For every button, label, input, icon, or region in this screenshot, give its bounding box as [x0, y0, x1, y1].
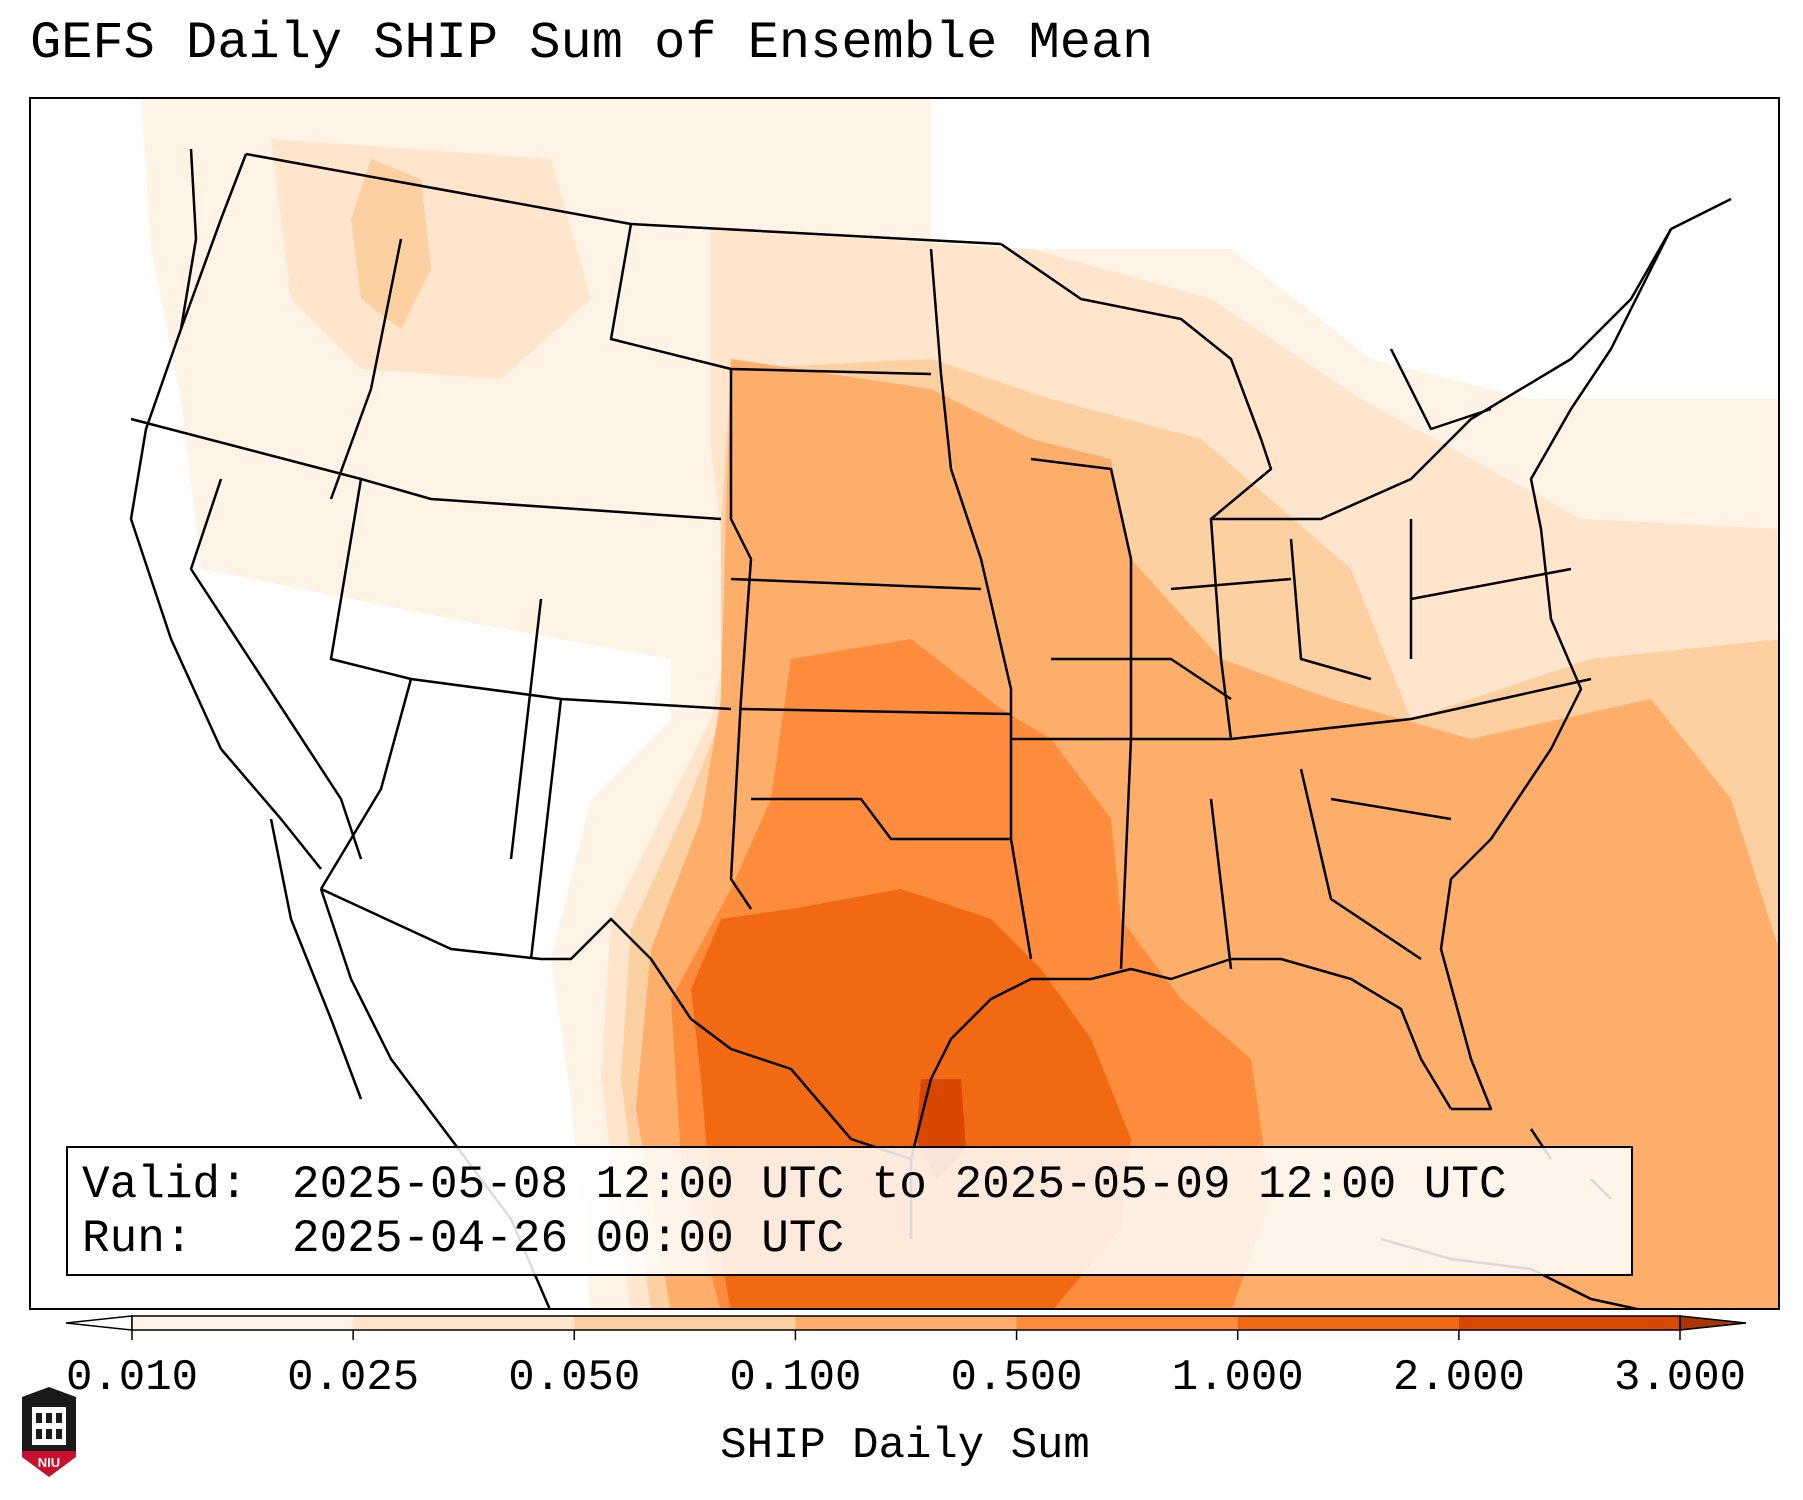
valid-run-info-box: Valid: 2025-05-08 12:00 UTC to 2025-05-09…	[66, 1146, 1633, 1276]
colorbar-label: SHIP Daily Sum	[720, 1421, 1090, 1471]
state-line	[1389, 348, 1492, 431]
atlantic-coast	[1439, 228, 1673, 1111]
state-line	[1119, 559, 1133, 970]
great-lakes	[1000, 197, 1732, 521]
pacific-coast	[129, 148, 322, 870]
niu-logo: NIU	[22, 1387, 76, 1477]
state-line	[1011, 677, 1592, 741]
colorbar-tick-label: 0.500	[950, 1353, 1083, 1403]
state-line	[751, 797, 1011, 841]
run-line: Run: 2025-04-26 00:00 UTC	[82, 1212, 1631, 1266]
gulf-coast	[909, 957, 1453, 1239]
colorbar-segment	[1016, 1316, 1239, 1330]
colorbar-tick-label: 0.100	[729, 1353, 862, 1403]
valid-label: Valid:	[82, 1159, 248, 1211]
state-borders	[129, 148, 1732, 1308]
ship-field-map	[129, 99, 1778, 1308]
page-title: GEFS Daily SHIP Sum of Ensemble Mean	[30, 14, 1154, 73]
state-line	[1209, 518, 1233, 740]
colorbar-outline	[131, 1315, 1681, 1331]
state-line	[179, 153, 248, 330]
map-panel	[29, 97, 1780, 1310]
state-line	[740, 707, 1012, 716]
state-line	[529, 698, 563, 960]
state-line	[730, 577, 982, 591]
run-label: Run:	[82, 1213, 193, 1265]
state-line	[1410, 567, 1572, 601]
baja-peninsula	[269, 818, 363, 1100]
colorbar-segment	[1237, 1316, 1460, 1330]
state-line	[509, 598, 543, 860]
colorbar-tick-label: 0.050	[508, 1353, 641, 1403]
state-line	[189, 478, 363, 860]
state-line	[329, 238, 403, 500]
us-mexico-border	[320, 887, 912, 1161]
state-line	[1299, 768, 1422, 961]
colorbar-tick-label: 0.010	[65, 1353, 199, 1403]
state-line	[1051, 657, 1232, 701]
colorbar-segment	[1458, 1316, 1681, 1330]
state-line	[1330, 797, 1452, 821]
colorbar-tick-label: 3.000	[1613, 1353, 1747, 1403]
state-line	[1289, 538, 1372, 681]
contour-0025-nw	[271, 139, 591, 379]
run-value: 2025-04-26 00:00 UTC	[292, 1213, 845, 1265]
ship-field-shading	[141, 99, 1778, 1308]
state-line	[1030, 457, 1133, 560]
colorbar-segment	[795, 1316, 1018, 1330]
state-line	[1170, 577, 1292, 591]
colorbar-tick-label: 2.000	[1392, 1353, 1525, 1403]
colorbar-segment	[574, 1316, 796, 1330]
colorbar-segment	[132, 1316, 354, 1330]
valid-value: 2025-05-08 12:00 UTC to 2025-05-09 12:00…	[292, 1159, 1507, 1211]
logo-text: NIU	[38, 1455, 60, 1470]
state-line	[729, 369, 753, 910]
colorbar-segment	[353, 1316, 575, 1330]
valid-line: Valid: 2025-05-08 12:00 UTC to 2025-05-09…	[82, 1158, 1631, 1212]
colorbar-tick-label: 1.000	[1171, 1353, 1304, 1403]
state-line	[1209, 798, 1233, 970]
colorbar-tick-label: 0.025	[287, 1353, 420, 1403]
state-line	[130, 417, 722, 521]
colorbar-extend-low	[66, 1315, 133, 1331]
state-line	[319, 678, 413, 890]
state-line	[609, 223, 932, 376]
colorbar	[66, 1315, 1746, 1340]
colorbar-extend-high	[1679, 1315, 1746, 1331]
contour-0050-id	[351, 159, 431, 329]
